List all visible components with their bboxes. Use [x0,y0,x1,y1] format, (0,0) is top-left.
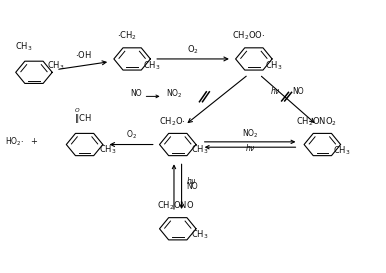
Text: $h\nu$: $h\nu$ [269,85,281,96]
Text: CH$_3$: CH$_3$ [191,229,208,241]
Text: NO$_2$: NO$_2$ [242,127,258,140]
Text: +: + [30,137,37,146]
Text: HO$_2$$\cdot$: HO$_2$$\cdot$ [5,136,24,148]
Text: CH$_3$: CH$_3$ [143,59,161,72]
Text: CH$_3$: CH$_3$ [333,145,351,157]
Text: CH$_3$: CH$_3$ [191,143,208,156]
Text: NO$_2$: NO$_2$ [166,87,182,100]
Text: $h\nu$: $h\nu$ [186,175,197,186]
Text: CH$_3$: CH$_3$ [47,60,64,72]
Text: CH$_3$: CH$_3$ [99,143,117,156]
Text: $\cdot$CH$_2$: $\cdot$CH$_2$ [117,29,137,42]
Text: NO: NO [130,89,142,98]
Text: CH$_3$: CH$_3$ [15,40,33,53]
Text: CH$_3$: CH$_3$ [265,59,283,72]
Text: O$_2$: O$_2$ [187,43,199,56]
Text: $\overset{O}{\|}$CH: $\overset{O}{\|}$CH [74,107,92,126]
Text: NO: NO [186,182,198,191]
Text: NO: NO [292,87,303,96]
Text: CH$_2$OO$\cdot$: CH$_2$OO$\cdot$ [232,29,265,42]
Text: $h\nu$: $h\nu$ [245,142,256,153]
Text: CH$_2$ONO$_2$: CH$_2$ONO$_2$ [296,115,337,128]
Text: $\cdot$OH: $\cdot$OH [74,49,91,60]
Text: CH$_2$ONO: CH$_2$ONO [157,199,195,212]
Text: CH$_2$O$\cdot$: CH$_2$O$\cdot$ [159,115,186,128]
Text: O$_2$: O$_2$ [126,128,137,141]
